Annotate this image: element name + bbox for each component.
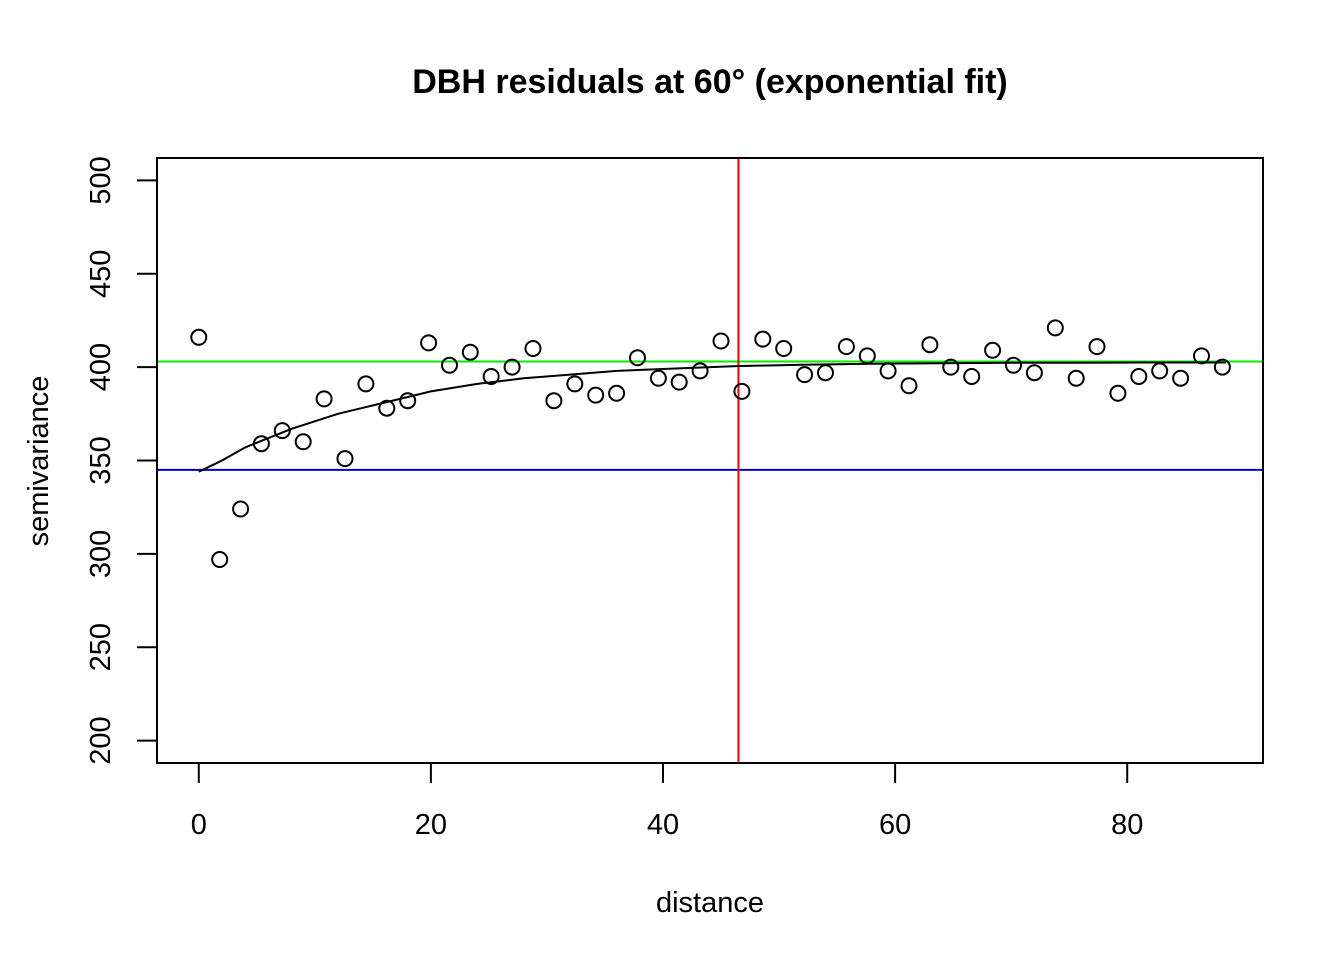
data-point: [461, 343, 479, 361]
data-point: [608, 384, 626, 402]
y-tick-label: 250: [85, 623, 117, 671]
data-point: [754, 330, 772, 348]
x-tick-label: 0: [191, 809, 207, 841]
data-point: [545, 392, 563, 410]
data-point: [942, 358, 960, 376]
x-tick-label: 40: [647, 809, 679, 841]
data-point: [503, 358, 521, 376]
data-point: [441, 356, 458, 374]
chart-title: DBH residuals at 60° (exponential fit): [412, 63, 1008, 101]
data-point: [1025, 364, 1043, 382]
data-point: [691, 362, 709, 380]
y-tick-label: 300: [85, 530, 117, 578]
data-point: [1067, 369, 1085, 387]
data-point: [670, 373, 688, 391]
data-point: [273, 422, 291, 440]
data-point: [900, 377, 918, 395]
data-point: [524, 340, 542, 357]
y-tick-label: 400: [85, 343, 117, 391]
data-point: [252, 435, 270, 453]
data-point: [294, 433, 312, 451]
data-point: [482, 368, 500, 385]
data-point: [566, 375, 584, 393]
data-point: [1151, 362, 1169, 380]
data-point: [963, 368, 981, 385]
data-point: [1046, 319, 1064, 337]
plot-frame: [156, 157, 1264, 764]
data-point: [378, 399, 396, 417]
data-point: [629, 349, 646, 367]
data-point: [1213, 358, 1231, 376]
data-point: [984, 341, 1002, 359]
reference-lines: [157, 158, 1263, 763]
y-tick-label: 350: [85, 436, 117, 484]
data-point: [1109, 384, 1127, 402]
fitted-curve-line: [198, 361, 1226, 473]
data-point: [1005, 356, 1022, 374]
data-point: [775, 340, 793, 357]
data-point: [879, 362, 897, 380]
y-tick-label: 500: [85, 156, 117, 204]
data-point: [649, 369, 667, 387]
x-tick-label: 20: [415, 809, 447, 841]
x-tick-label: 80: [1111, 809, 1143, 841]
data-point: [1193, 347, 1210, 365]
data-point: [315, 390, 333, 408]
data-point: [420, 334, 438, 352]
y-tick-label: 200: [85, 716, 117, 764]
data-points: [190, 319, 1231, 568]
data-point: [357, 375, 375, 393]
data-point: [837, 338, 855, 356]
data-point: [399, 392, 417, 410]
data-point: [858, 347, 876, 365]
data-point: [336, 450, 354, 468]
data-point: [211, 551, 229, 568]
x-tick-label: 60: [879, 809, 911, 841]
data-point: [733, 382, 751, 400]
data-point: [921, 336, 939, 354]
y-tick-label: 450: [85, 250, 117, 298]
data-point: [190, 328, 208, 346]
y-axis-label: semivariance: [23, 376, 55, 547]
data-point: [587, 386, 605, 404]
data-point: [1172, 369, 1190, 387]
y-axis: 200 250 300 350 400 450 500: [85, 156, 158, 765]
fitted-curve-layer: [198, 361, 1226, 473]
data-point: [796, 366, 814, 384]
data-point: [1130, 368, 1148, 385]
data-point: [712, 332, 730, 350]
x-axis: 0 20 40 60 80: [191, 762, 1143, 841]
x-axis-label: distance: [656, 887, 764, 919]
data-point: [232, 500, 250, 518]
data-point: [817, 364, 834, 382]
data-point: [1088, 338, 1106, 356]
